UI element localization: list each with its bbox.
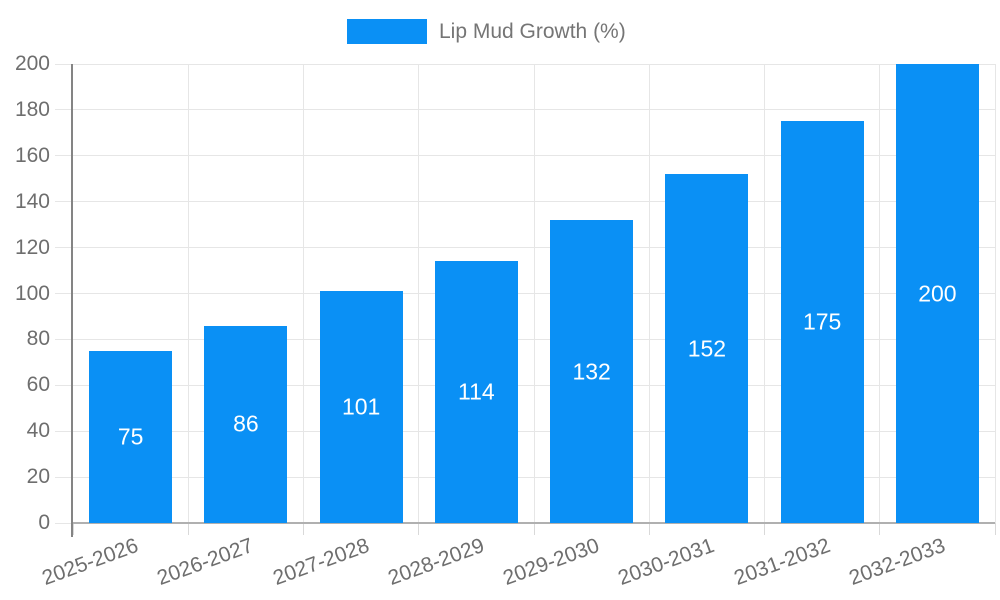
bar-2029-2030[interactable]: 132: [550, 220, 634, 523]
bar-value-label: 175: [802, 308, 842, 335]
y-tick: [55, 384, 73, 386]
y-axis-label: 140: [14, 189, 50, 213]
y-tick: [55, 63, 73, 65]
x-tick: [303, 523, 304, 535]
y-tick: [55, 338, 73, 340]
bar-value-label: 75: [117, 423, 144, 450]
y-axis-label: 180: [14, 97, 50, 121]
x-tick: [418, 523, 420, 535]
x-axis-label: 2025-2026: [39, 534, 142, 590]
bar-2032-2033[interactable]: 200: [895, 64, 979, 523]
bar-value-label: 132: [572, 358, 611, 385]
x-tick: [648, 523, 650, 535]
y-tick: [55, 109, 73, 111]
legend-label: Lip Mud Growth (%): [439, 20, 626, 43]
bar-value-label: 86: [233, 410, 259, 437]
y-axis-label: 80: [26, 327, 50, 351]
x-tick: [994, 523, 996, 535]
y-axis-label: 100: [14, 281, 50, 305]
x-axis-label: 2029-2030: [500, 534, 603, 590]
bar-2027-2028[interactable]: 101: [319, 291, 403, 523]
bar-value-label: 101: [341, 393, 381, 420]
bar-2028-2029[interactable]: 114: [434, 261, 518, 523]
bar-2031-2032[interactable]: 175: [780, 121, 864, 523]
y-axis-label: 20: [26, 465, 50, 489]
v-gridline: [187, 64, 189, 523]
x-axis-baseline: [73, 522, 995, 524]
bar-2025-2026[interactable]: 75: [89, 350, 173, 523]
x-tick: [187, 523, 189, 535]
x-tick: [879, 523, 881, 535]
y-tick: [55, 430, 73, 432]
x-axis-label: 2028-2029: [384, 534, 488, 590]
y-axis-line: [71, 64, 73, 537]
y-axis-label: 0: [38, 511, 50, 534]
x-axis-label: 2027-2028: [269, 534, 372, 590]
y-axis-label: 120: [14, 235, 50, 259]
y-tick: [55, 522, 73, 524]
bar-2030-2031[interactable]: 152: [665, 174, 749, 523]
v-gridline: [533, 64, 535, 523]
v-gridline: [418, 64, 420, 523]
bar-2026-2027[interactable]: 86: [204, 325, 288, 523]
x-tick: [764, 523, 765, 535]
x-tick: [533, 523, 535, 535]
x-axis-label: 2030-2031: [615, 534, 718, 590]
y-tick: [55, 247, 73, 249]
y-axis-label: 200: [14, 52, 50, 75]
x-axis-label: 2032-2033: [845, 534, 949, 590]
y-axis-label: 40: [26, 419, 50, 443]
x-axis-label: 2031-2032: [730, 534, 833, 590]
x-axis-label: 2026-2027: [154, 534, 257, 590]
y-tick: [55, 201, 73, 203]
y-axis-label: 160: [14, 143, 50, 167]
y-tick: [55, 476, 73, 478]
legend-swatch: [347, 19, 427, 44]
v-gridline: [879, 64, 881, 523]
v-gridline: [648, 64, 650, 523]
v-gridline: [303, 64, 304, 523]
y-tick: [55, 155, 73, 157]
bar-value-label: 152: [687, 335, 727, 362]
v-gridline: [764, 64, 765, 523]
y-tick: [55, 293, 73, 294]
x-tick: [72, 523, 74, 535]
bar-value-label: 114: [458, 378, 495, 405]
v-gridline: [994, 64, 996, 523]
bar-value-label: 200: [918, 280, 957, 306]
legend[interactable]: Lip Mud Growth (%): [347, 19, 626, 44]
y-axis-label: 60: [26, 373, 50, 397]
